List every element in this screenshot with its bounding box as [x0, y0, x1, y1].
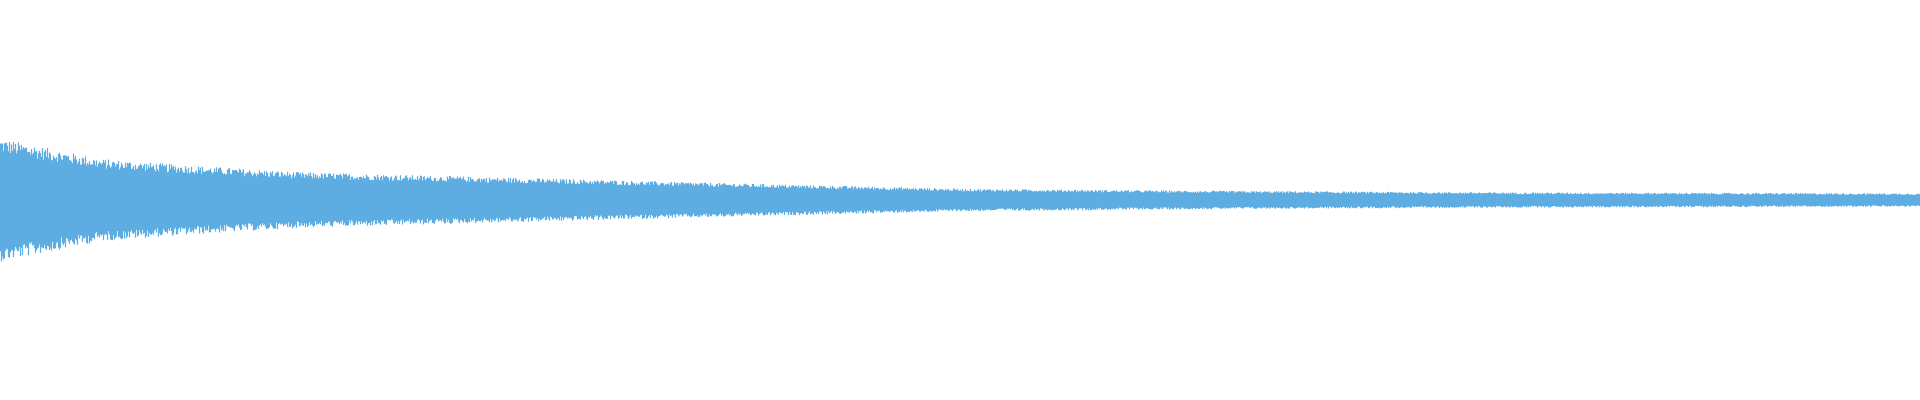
waveform-bars: [0, 141, 1920, 262]
waveform-core: [0, 156, 1920, 244]
